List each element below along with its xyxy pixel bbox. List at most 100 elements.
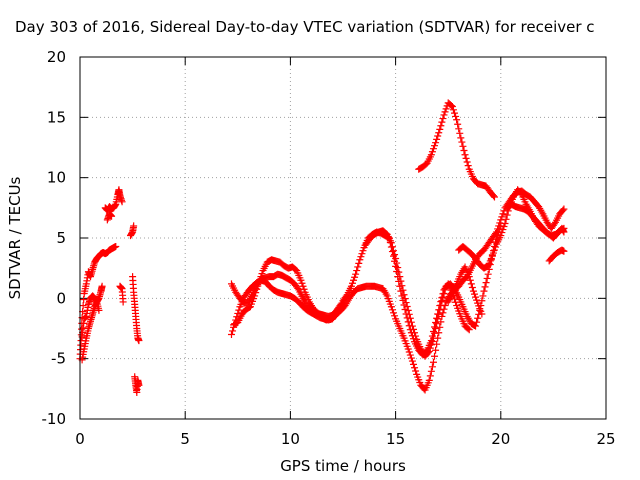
series-arc-early-4 <box>101 186 126 214</box>
data-point-marker <box>437 122 445 130</box>
data-point-marker <box>460 147 468 155</box>
data-point-marker <box>359 247 367 255</box>
data-point-marker <box>441 286 449 294</box>
data-point-marker <box>452 112 460 120</box>
data-point-marker <box>79 302 87 310</box>
y-axis-label: SDTVAR / TECUs <box>6 176 24 299</box>
data-point-marker <box>409 360 417 368</box>
x-tick-label: 0 <box>75 430 85 448</box>
data-point-marker <box>468 283 476 291</box>
data-point-marker <box>108 212 116 220</box>
x-tick-label: 25 <box>596 430 615 448</box>
data-point-marker <box>433 135 441 143</box>
data-point-marker <box>298 279 306 287</box>
data-point-marker <box>472 322 480 330</box>
data-point-marker <box>130 222 138 230</box>
data-point-marker <box>459 142 467 150</box>
series-arc-late-3 <box>503 200 568 242</box>
data-point-marker <box>399 286 407 294</box>
data-point-marker <box>492 243 500 251</box>
data-point-marker <box>300 285 308 293</box>
data-point-marker <box>392 255 400 263</box>
data-point-marker <box>465 273 473 281</box>
data-point-marker <box>427 367 435 375</box>
data-point-marker <box>441 108 449 116</box>
data-point-marker <box>426 372 434 380</box>
data-point-marker <box>499 226 507 234</box>
data-point-marker <box>118 198 126 206</box>
data-point-marker <box>465 326 473 334</box>
data-point-marker <box>466 276 474 284</box>
data-point-marker <box>440 111 448 119</box>
y-tick-label: 5 <box>56 229 66 247</box>
data-point-marker <box>409 325 417 333</box>
data-point-marker <box>463 158 471 166</box>
data-point-marker <box>489 192 497 200</box>
data-point-marker <box>473 296 481 304</box>
data-point-marker <box>490 193 498 201</box>
y-tick-label: 20 <box>47 48 66 66</box>
data-point-marker <box>336 302 344 310</box>
data-point-marker <box>358 250 366 258</box>
x-tick-label: 5 <box>180 430 190 448</box>
x-axis-label: GPS time / hours <box>280 457 406 475</box>
data-point-marker <box>412 367 420 375</box>
data-point-marker <box>495 228 503 236</box>
data-point-marker <box>407 354 415 362</box>
data-point-marker <box>405 310 413 318</box>
data-point-marker <box>431 352 439 360</box>
data-point-marker <box>436 125 444 133</box>
data-point-marker <box>502 215 510 223</box>
data-point-marker <box>425 376 433 384</box>
data-point-marker <box>474 314 482 322</box>
data-point-marker <box>432 139 440 147</box>
data-point-marker <box>464 325 472 333</box>
data-point-marker <box>449 106 457 114</box>
data-point-marker <box>439 115 447 123</box>
series-arc-afternoon-3 <box>227 270 345 320</box>
data-point-marker <box>406 351 414 359</box>
data-point-marker <box>455 125 463 133</box>
y-tick-label: 15 <box>47 108 66 126</box>
data-point-marker <box>478 297 486 305</box>
data-point-marker <box>403 302 411 310</box>
data-point-marker <box>401 295 409 303</box>
data-point-marker <box>559 206 567 214</box>
data-point-marker <box>483 274 491 282</box>
data-point-marker <box>387 303 395 311</box>
data-point-marker <box>428 337 436 345</box>
data-point-marker <box>394 264 402 272</box>
data-point-marker <box>387 239 395 247</box>
data-point-marker <box>503 211 511 219</box>
data-point-marker <box>489 249 497 257</box>
y-tick-label: 10 <box>47 169 66 187</box>
data-point-marker <box>501 220 509 228</box>
data-point-marker <box>402 299 410 307</box>
series-arc-late-4 <box>545 246 568 265</box>
data-point-marker <box>408 357 416 365</box>
data-point-marker <box>517 189 525 197</box>
data-point-marker <box>355 259 363 267</box>
data-point-marker <box>404 345 412 353</box>
data-point-marker <box>427 341 435 349</box>
data-point-marker <box>440 290 448 298</box>
data-point-marker <box>482 279 490 287</box>
data-point-marker <box>411 364 419 372</box>
data-point-marker <box>408 322 416 330</box>
data-point-marker <box>425 347 433 355</box>
data-point-marker <box>438 297 446 305</box>
data-point-marker <box>471 290 478 298</box>
data-point-marker <box>135 337 143 345</box>
data-point-marker <box>397 277 405 285</box>
data-point-marker <box>98 282 106 290</box>
data-point-marker <box>497 222 505 230</box>
data-point-marker <box>497 232 505 240</box>
grid-lines <box>80 57 606 419</box>
data-point-marker <box>230 323 238 331</box>
data-point-marker <box>431 142 439 150</box>
data-points <box>76 99 568 396</box>
data-point-marker <box>498 229 506 237</box>
data-point-marker <box>411 329 419 337</box>
data-point-marker <box>498 213 506 221</box>
data-point-marker <box>435 129 443 137</box>
